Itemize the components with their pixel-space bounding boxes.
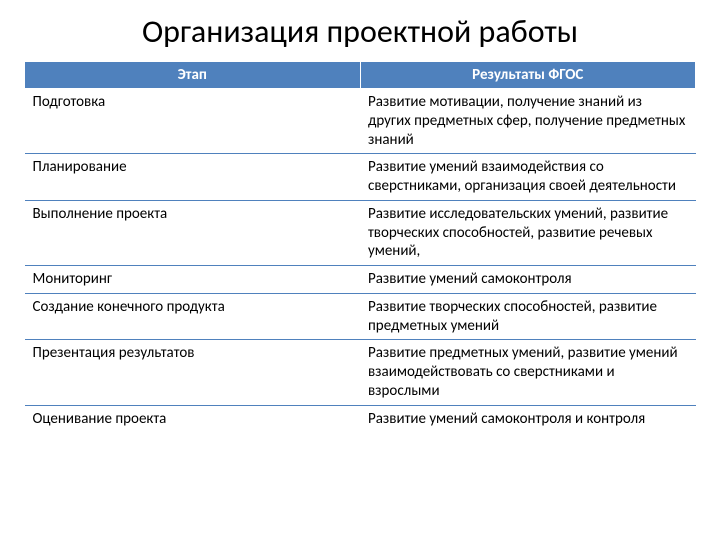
table-row: Планирование Развитие умений взаимодейст… bbox=[25, 154, 696, 201]
cell-stage: Презентация результатов bbox=[25, 340, 361, 405]
header-results: Результаты ФГОС bbox=[360, 62, 696, 89]
table-row: Создание конечного продукта Развитие тво… bbox=[25, 293, 696, 340]
cell-result: Развитие творческих способностей, развит… bbox=[360, 293, 696, 340]
table-row: Презентация результатов Развитие предмет… bbox=[25, 340, 696, 405]
cell-stage: Подготовка bbox=[25, 89, 361, 154]
cell-result: Развитие умений взаимодействия со сверст… bbox=[360, 154, 696, 201]
table-row: Выполнение проекта Развитие исследовател… bbox=[25, 200, 696, 265]
cell-stage: Планирование bbox=[25, 154, 361, 201]
table-row: Подготовка Развитие мотивации, получение… bbox=[25, 89, 696, 154]
cell-result: Развитие умений самоконтроля bbox=[360, 266, 696, 294]
cell-stage: Выполнение проекта bbox=[25, 200, 361, 265]
table-row: Оценивание проекта Развитие умений самок… bbox=[25, 405, 696, 432]
cell-stage: Мониторинг bbox=[25, 266, 361, 294]
cell-result: Развитие исследовательских умений, разви… bbox=[360, 200, 696, 265]
cell-stage: Оценивание проекта bbox=[25, 405, 361, 432]
cell-result: Развитие мотивации, получение знаний из … bbox=[360, 89, 696, 154]
page-title: Организация проектной работы bbox=[24, 12, 696, 51]
cell-result: Развитие предметных умений, развитие уме… bbox=[360, 340, 696, 405]
cell-stage: Создание конечного продукта bbox=[25, 293, 361, 340]
table-row: Мониторинг Развитие умений самоконтроля bbox=[25, 266, 696, 294]
cell-result: Развитие умений самоконтроля и контроля bbox=[360, 405, 696, 432]
header-stage: Этап bbox=[25, 62, 361, 89]
stages-table: Этап Результаты ФГОС Подготовка Развитие… bbox=[24, 61, 696, 432]
table-header-row: Этап Результаты ФГОС bbox=[25, 62, 696, 89]
